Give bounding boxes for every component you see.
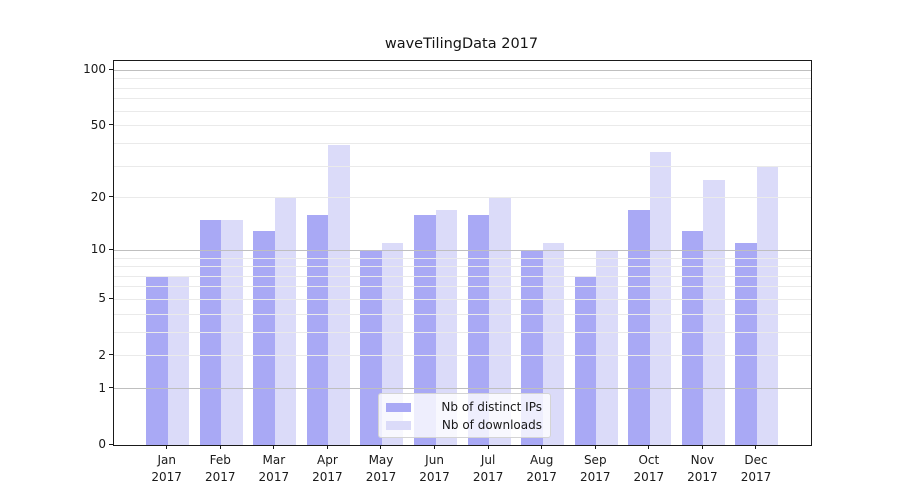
y-tick-mark (109, 443, 113, 445)
bar-distinct-ips (253, 230, 275, 445)
y-tick-label: 0 (98, 437, 106, 451)
gridline-major (114, 69, 811, 71)
x-tick-label: May 2017 (365, 453, 397, 484)
chart-title: waveTilingData 2017 (384, 36, 539, 52)
x-tick-mark (487, 445, 489, 449)
bar-distinct-ips (360, 250, 382, 445)
x-tick-mark (594, 445, 596, 449)
x-tick-label: Nov 2017 (687, 453, 718, 484)
y-tick-mark (109, 297, 113, 299)
y-tick-mark (109, 196, 113, 198)
bar-downloads (167, 276, 190, 445)
y-tick-label: 100 (83, 62, 106, 77)
legend-item: Nb of distinct IPs (386, 398, 542, 416)
y-tick-label: 50 (90, 117, 106, 132)
gridline-major (114, 388, 811, 390)
bar-downloads (756, 166, 779, 445)
bar-distinct-ips (306, 214, 329, 445)
legend-swatch (386, 420, 411, 430)
gridline-minor (114, 355, 811, 357)
y-tick-mark (109, 387, 113, 389)
legend-item: Nb of downloads (386, 416, 542, 434)
x-tick-mark (326, 445, 328, 449)
bar-downloads (328, 145, 350, 445)
x-tick-mark (648, 445, 650, 449)
bar-distinct-ips (146, 276, 168, 445)
bar-distinct-ips (414, 214, 436, 445)
gridline-minor (114, 266, 811, 268)
legend-label: Nb of downloads (441, 418, 542, 432)
gridline-minor (114, 87, 811, 89)
x-tick-mark (380, 445, 382, 449)
bar-distinct-ips (467, 214, 490, 445)
bar-distinct-ips (735, 243, 757, 445)
y-tick-label: 1 (98, 380, 106, 395)
x-tick-mark (434, 445, 436, 449)
gridline-minor (114, 98, 811, 100)
gridline-minor (114, 78, 811, 80)
bar-distinct-ips (628, 210, 650, 445)
legend-label: Nb of distinct IPs (441, 400, 542, 414)
x-tick-label: Oct 2017 (633, 453, 665, 484)
x-tick-mark (219, 445, 221, 449)
gridline-minor (114, 275, 811, 277)
x-tick-label: Aug 2017 (526, 453, 557, 484)
x-tick-label: Jul 2017 (472, 453, 504, 484)
x-tick-mark (541, 445, 543, 449)
y-tick-mark (109, 248, 113, 250)
x-tick-label: Feb 2017 (204, 453, 236, 484)
bar-downloads (596, 250, 618, 445)
bar-distinct-ips (681, 230, 704, 445)
y-tick-mark (109, 124, 113, 126)
x-tick-label: Jan 2017 (151, 453, 182, 484)
x-tick-label: Jun 2017 (419, 453, 450, 484)
bar-downloads (274, 197, 297, 445)
y-tick-label: 2 (98, 347, 106, 362)
gridline-minor (114, 286, 811, 288)
x-tick-label: Dec 2017 (740, 453, 772, 484)
plot-area (113, 60, 812, 446)
bar-downloads (489, 197, 511, 445)
gridline-minor (114, 298, 811, 300)
x-tick-mark (755, 445, 757, 449)
y-tick-mark (109, 68, 113, 70)
x-tick-mark (701, 445, 703, 449)
gridline-minor (114, 257, 811, 259)
x-tick-label: Mar 2017 (258, 453, 290, 484)
gridline-minor (114, 313, 811, 315)
gridline-major (114, 249, 811, 251)
y-tick-mark (109, 354, 113, 356)
y-tick-label: 20 (90, 189, 106, 204)
gridline-minor (114, 110, 811, 112)
x-tick-mark (166, 445, 168, 449)
x-tick-mark (273, 445, 275, 449)
x-tick-label: Sep 2017 (579, 453, 611, 484)
bar-downloads (435, 210, 458, 445)
bar-downloads (649, 151, 672, 445)
x-tick-label: Apr 2017 (312, 453, 343, 484)
gridline-minor (114, 197, 811, 199)
legend: Nb of distinct IPs Nb of downloads (378, 393, 551, 438)
legend-swatch (386, 402, 411, 412)
bar-downloads (703, 180, 725, 445)
gridline-minor (114, 165, 811, 167)
y-tick-label: 10 (90, 242, 106, 257)
y-tick-label: 5 (98, 291, 106, 306)
gridline-minor (114, 125, 811, 127)
gridline-minor (114, 331, 811, 333)
gridline-minor (114, 142, 811, 144)
bar-distinct-ips (574, 276, 597, 445)
